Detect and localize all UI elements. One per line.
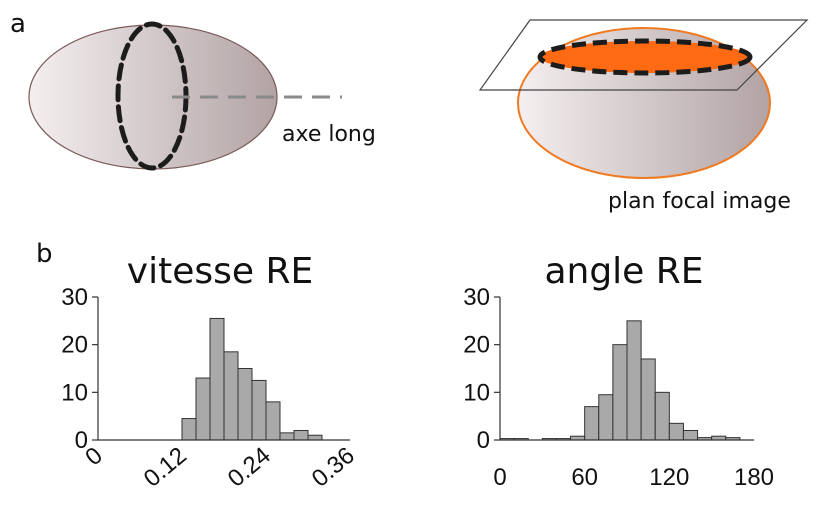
y-tick-label: 20 bbox=[61, 332, 88, 359]
histogram-bar bbox=[209, 317, 225, 441]
histogram-bar bbox=[279, 432, 295, 441]
histogram-bar bbox=[251, 379, 267, 441]
histogram-bar bbox=[584, 406, 600, 441]
y-tick-label: 10 bbox=[61, 379, 88, 406]
focal-plane-annotation: plan focal image bbox=[608, 189, 791, 214]
histogram-angle: angle RE 0 10 20 30 0 60 120 180 bbox=[463, 251, 774, 491]
x-tick-label: 180 bbox=[734, 464, 774, 491]
x-ticks: 0 60 120 180 bbox=[493, 464, 774, 491]
x-tick-label: 0.24 bbox=[223, 442, 276, 493]
x-tick-label: 0 bbox=[80, 442, 108, 471]
focal-section bbox=[537, 38, 753, 76]
histogram-bar bbox=[181, 418, 197, 441]
panel-b-label: b bbox=[36, 239, 53, 269]
y-tick-label: 0 bbox=[477, 427, 490, 454]
panel-a-label: a bbox=[10, 9, 26, 39]
y-ticks: 0 10 20 30 bbox=[463, 284, 500, 454]
ellipsoid-focal-plane bbox=[478, 19, 809, 179]
long-axis-annotation: axe long bbox=[282, 122, 376, 147]
x-tick-label: 120 bbox=[649, 464, 689, 491]
histogram-bar bbox=[640, 358, 656, 441]
histogram-bar bbox=[293, 429, 309, 441]
histogram-bar bbox=[223, 351, 239, 441]
histogram-vitesse: vitesse RE 0 10 20 30 0 0.12 0.24 0.36 bbox=[61, 251, 360, 493]
histogram-bar bbox=[237, 368, 253, 441]
chart-title: vitesse RE bbox=[127, 251, 313, 292]
x-tick-label: 0 bbox=[493, 464, 506, 491]
histogram-bar bbox=[307, 434, 323, 441]
histogram-bar bbox=[598, 394, 614, 441]
bars-group bbox=[499, 320, 741, 441]
histogram-bar bbox=[654, 391, 670, 441]
y-ticks: 0 10 20 30 bbox=[61, 284, 98, 454]
bars-group bbox=[181, 317, 323, 441]
y-tick-label: 30 bbox=[61, 284, 88, 311]
histogram-bar bbox=[265, 401, 281, 441]
y-tick-label: 30 bbox=[463, 284, 490, 311]
x-ticks: 0 0.12 0.24 0.36 bbox=[80, 442, 360, 493]
y-tick-label: 0 bbox=[75, 427, 88, 454]
focal-plane bbox=[478, 19, 809, 91]
y-tick-label: 10 bbox=[463, 379, 490, 406]
histogram-bar bbox=[612, 344, 628, 441]
x-tick-label: 0.12 bbox=[139, 442, 192, 493]
x-tick-label: 60 bbox=[571, 464, 598, 491]
histogram-bar bbox=[668, 422, 684, 441]
histogram-bar bbox=[626, 320, 642, 441]
histogram-bar bbox=[195, 377, 211, 441]
y-tick-label: 20 bbox=[463, 332, 490, 359]
x-tick-label: 0.36 bbox=[307, 442, 360, 493]
histogram-bar bbox=[682, 429, 699, 441]
chart-title: angle RE bbox=[544, 251, 703, 292]
ellipsoid-long-axis bbox=[28, 21, 342, 171]
